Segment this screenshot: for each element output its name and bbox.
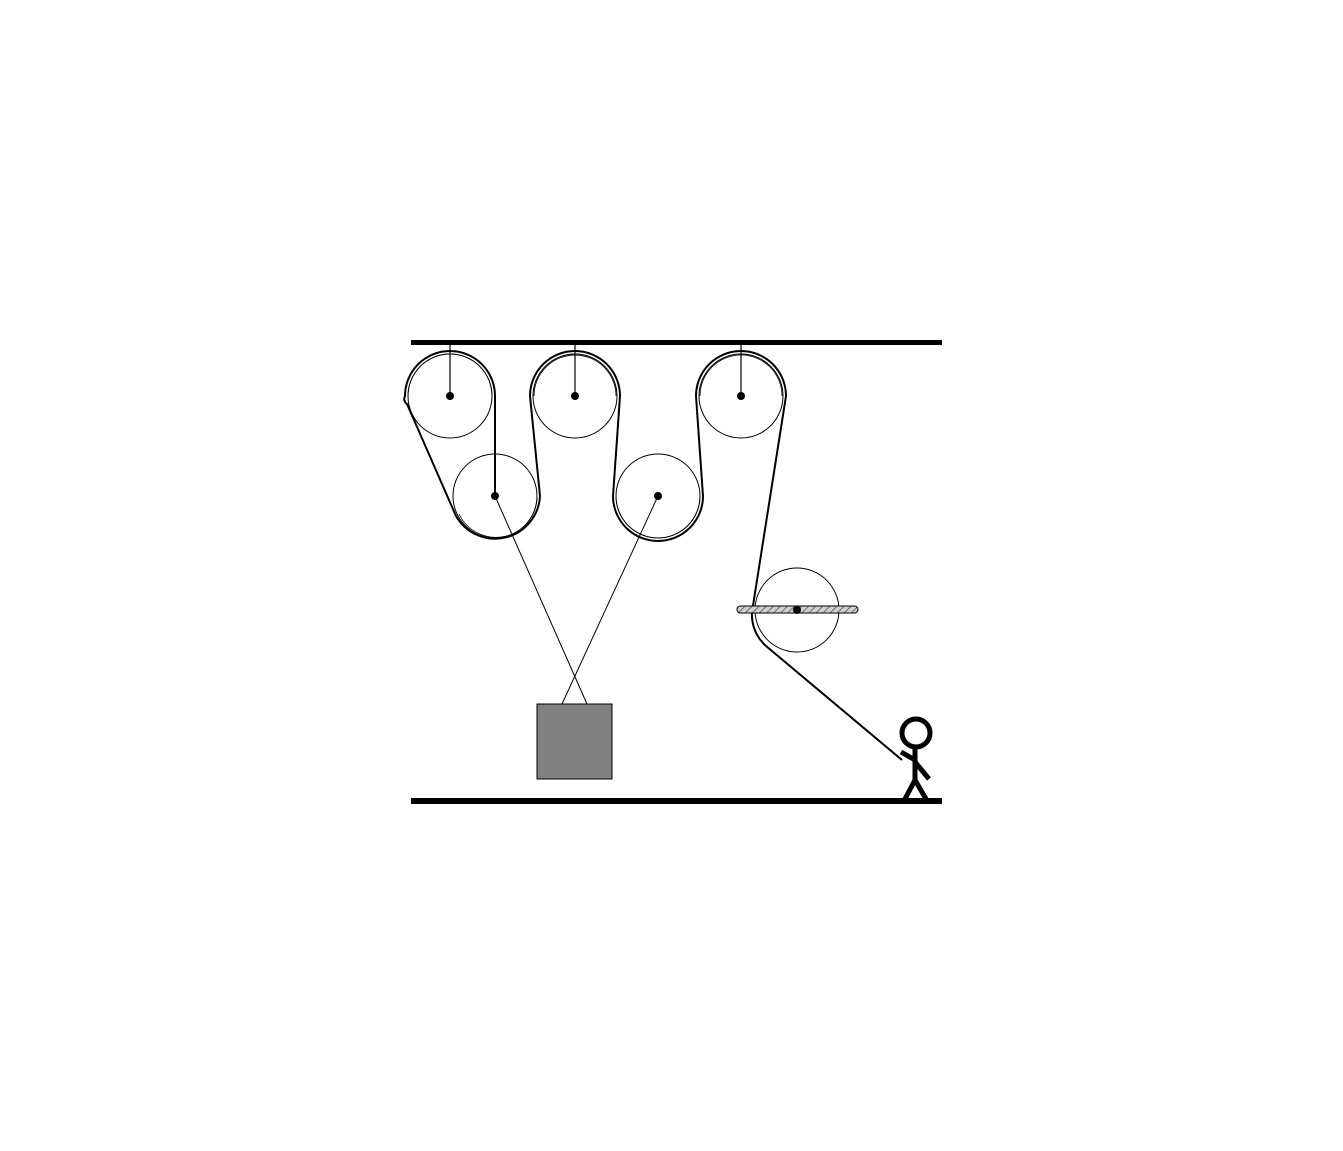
ceiling-beam <box>411 340 942 345</box>
person-leg-1 <box>902 778 918 801</box>
person-arm-1 <box>899 749 917 763</box>
guide-pulley-on-bar <box>736 567 859 653</box>
load-rope-2 <box>561 495 659 705</box>
person-arm-2 <box>913 760 931 781</box>
load-rope-1 <box>494 495 588 705</box>
rope-inner <box>407 353 783 539</box>
person-head <box>899 716 933 750</box>
person-leg-2 <box>912 778 929 801</box>
rope <box>403 350 903 761</box>
load-block <box>536 703 613 780</box>
stick-figure-person <box>899 716 933 801</box>
fixed-pulley-3 <box>698 353 784 439</box>
floor-beam <box>411 798 942 804</box>
fixed-pulley-2 <box>532 353 618 439</box>
